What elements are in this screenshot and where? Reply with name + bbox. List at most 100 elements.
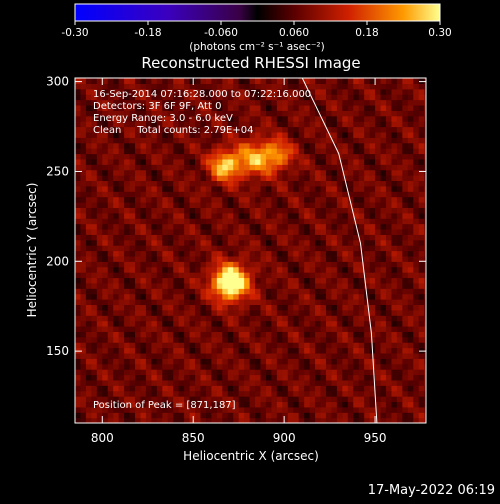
heatmap-cell: [80, 261, 87, 268]
heatmap-cell: [358, 218, 365, 225]
heatmap-cell: [385, 347, 393, 354]
heatmap-cell: [315, 417, 322, 423]
heatmap-cell: [124, 78, 131, 84]
heatmap-cell: [380, 379, 387, 386]
heatmap-cell: [178, 191, 185, 198]
heatmap-cell: [200, 158, 207, 165]
heatmap-cell: [91, 78, 98, 84]
heatmap-cell: [173, 239, 180, 246]
heatmap-cell: [85, 396, 92, 403]
heatmap-cell: [260, 315, 267, 322]
heatmap-cell: [227, 336, 234, 343]
heatmap-cell: [320, 352, 327, 359]
heatmap-cell: [320, 250, 327, 257]
heatmap-cell: [227, 115, 234, 122]
heatmap-cell: [315, 158, 322, 165]
heatmap-cell: [276, 412, 283, 419]
heatmap-cell: [178, 358, 185, 365]
heatmap-cell: [287, 342, 294, 349]
heatmap-cell: [364, 196, 371, 203]
heatmap-cell: [385, 185, 393, 192]
heatmap-cell: [407, 137, 414, 144]
heatmap-cell: [118, 223, 125, 230]
heatmap-cell: [276, 396, 283, 403]
heatmap-cell: [249, 234, 256, 241]
heatmap-cell: [347, 218, 354, 225]
heatmap-cell: [325, 336, 333, 343]
heatmap-cell: [107, 110, 114, 117]
heatmap-cell: [424, 185, 426, 192]
annotation-time-range: 16-Sep-2014 07:16:28.000 to 07:22:16.000: [93, 89, 311, 100]
heatmap-cell: [418, 417, 425, 423]
heatmap-cell: [195, 374, 202, 381]
heatmap-cell: [325, 325, 333, 332]
heatmap-cell: [364, 374, 371, 381]
heatmap-cell: [369, 320, 376, 327]
heatmap-cell: [325, 385, 333, 392]
heatmap-cell: [227, 406, 234, 413]
heatmap-cell: [211, 196, 218, 203]
heatmap-cell: [124, 304, 131, 311]
heatmap-cell: [293, 228, 300, 235]
heatmap-cell: [320, 412, 327, 419]
heatmap-cell: [118, 363, 125, 370]
heatmap-cell: [358, 282, 365, 289]
heatmap-cell: [135, 223, 142, 230]
heatmap-cell: [178, 288, 185, 295]
heatmap-cell: [320, 212, 327, 219]
heatmap-cell: [91, 320, 98, 327]
heatmap-cell: [96, 396, 103, 403]
heatmap-cell: [407, 142, 414, 149]
heatmap-cell: [402, 234, 409, 241]
heatmap-cell: [162, 110, 169, 117]
heatmap-cell: [265, 83, 273, 90]
heatmap-cell: [396, 137, 403, 144]
heatmap-cell: [320, 417, 327, 423]
heatmap-cell: [129, 201, 136, 208]
heatmap-cell: [358, 180, 365, 187]
heatmap-cell: [173, 369, 180, 376]
heatmap-cell: [385, 191, 393, 198]
heatmap-cell: [249, 99, 256, 106]
heatmap-cell: [118, 169, 125, 176]
heatmap-cell: [167, 336, 174, 343]
heatmap-cell: [320, 158, 327, 165]
heatmap-cell: [402, 169, 409, 176]
heatmap-cell: [184, 412, 191, 419]
heatmap-cell: [140, 78, 147, 84]
heatmap-cell: [424, 277, 426, 284]
heatmap-cell: [309, 331, 316, 338]
heatmap-cell: [102, 175, 109, 182]
heatmap-cell: [369, 255, 376, 262]
heatmap-cell: [145, 121, 152, 128]
heatmap-cell: [413, 223, 420, 230]
heatmap-cell: [375, 201, 382, 208]
heatmap-cell: [156, 169, 163, 176]
heatmap-cell: [124, 255, 131, 262]
heatmap-cell: [189, 369, 196, 376]
heatmap-cell: [293, 358, 300, 365]
heatmap-cell: [75, 245, 82, 252]
heatmap-cell: [309, 363, 316, 370]
heatmap-cell: [413, 158, 420, 165]
heatmap-cell: [402, 315, 409, 322]
heatmap-cell: [195, 121, 202, 128]
heatmap-cell: [96, 158, 103, 165]
heatmap-cell: [380, 121, 387, 128]
heatmap-cell: [380, 196, 387, 203]
heatmap-cell: [424, 293, 426, 300]
heatmap-cell: [80, 320, 87, 327]
heatmap-cell: [249, 282, 256, 289]
heatmap-cell: [304, 277, 311, 284]
heatmap-cell: [380, 261, 387, 268]
heatmap-cell: [96, 390, 103, 397]
heatmap-cell: [118, 250, 125, 257]
heatmap-cell: [276, 83, 283, 90]
heatmap-cell: [402, 88, 409, 95]
heatmap-cell: [418, 126, 425, 133]
heatmap-cell: [167, 212, 174, 219]
heatmap-cell: [282, 277, 289, 284]
heatmap-cell: [124, 288, 131, 295]
heatmap-cell: [151, 115, 158, 122]
heatmap-cell: [118, 396, 125, 403]
